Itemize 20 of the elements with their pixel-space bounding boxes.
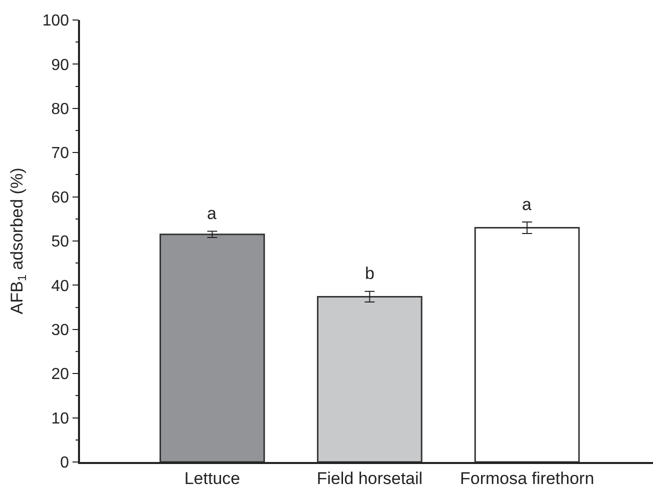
y-tick-label: 20	[51, 366, 70, 384]
y-tick-label: 70	[51, 145, 70, 162]
x-tick-label: Field horsetail	[316, 469, 423, 488]
y-tick-label: 100	[42, 12, 70, 30]
y-tick-label: 80	[51, 101, 70, 118]
y-tick-label: 10	[51, 410, 70, 428]
x-tick-label: Formosa firethorn	[460, 469, 594, 488]
y-tick-label: 0	[60, 454, 70, 472]
annotation: a	[522, 195, 532, 214]
bar	[160, 234, 265, 462]
y-tick-label: 30	[51, 322, 70, 339]
annotation: b	[365, 264, 374, 283]
bar	[316, 296, 422, 462]
y-tick-label: 50	[51, 234, 70, 251]
annotation: a	[207, 204, 217, 223]
y-tick-label: 90	[51, 56, 70, 74]
y-tick-label: 60	[51, 189, 70, 206]
x-tick-label: Lettuce	[184, 469, 240, 488]
bar	[474, 226, 580, 462]
y-tick-label: 40	[51, 278, 70, 295]
